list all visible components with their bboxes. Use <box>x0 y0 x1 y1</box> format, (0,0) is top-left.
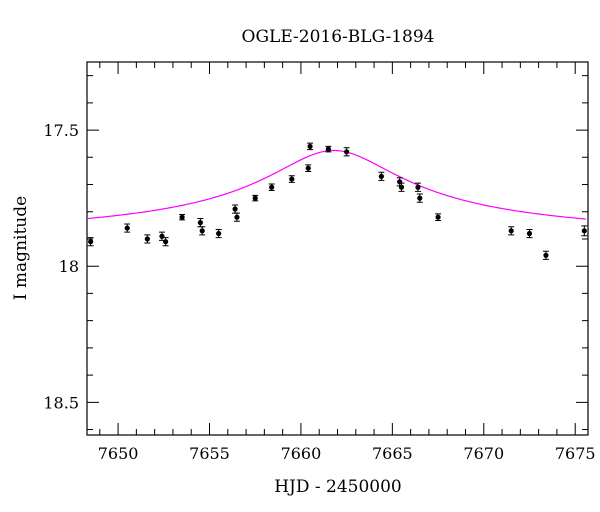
chart-title: OGLE-2016-BLG-1894 <box>242 27 435 47</box>
data-point <box>252 195 258 201</box>
data-point <box>232 206 238 212</box>
data-point <box>199 228 205 234</box>
data-point <box>435 214 441 220</box>
axis-ticks <box>87 62 588 435</box>
tick-labels: 7650 7655 7660 7665 7670 7675 17.5 18 18.5 <box>43 121 595 463</box>
data-point <box>88 239 94 245</box>
plot-frame <box>86 61 589 436</box>
data-point <box>216 230 222 237</box>
data-point <box>508 228 514 234</box>
data-point <box>197 220 203 226</box>
data-points <box>87 142 588 260</box>
data-point <box>417 195 423 201</box>
data-point <box>269 184 275 190</box>
x-tick-label: 7675 <box>555 444 596 463</box>
x-tick-label: 7670 <box>463 444 504 463</box>
y-tick-label: 18 <box>59 257 79 276</box>
data-point <box>179 214 185 220</box>
data-point <box>398 184 405 190</box>
data-point <box>163 239 169 245</box>
y-axis-label: I magnitude <box>11 196 31 300</box>
data-point <box>289 176 295 182</box>
x-tick-label: 7650 <box>98 444 139 463</box>
data-point <box>378 173 384 179</box>
data-point <box>344 149 350 155</box>
x-tick-label: 7665 <box>372 444 413 463</box>
data-point <box>144 236 150 242</box>
data-point <box>543 252 549 258</box>
data-point <box>307 143 313 150</box>
x-tick-label: 7655 <box>189 444 230 463</box>
y-tick-label: 18.5 <box>43 393 79 412</box>
data-point <box>305 165 311 171</box>
data-point <box>124 225 130 231</box>
model-curve <box>86 149 587 220</box>
data-point <box>415 184 421 190</box>
data-point <box>581 228 587 234</box>
y-tick-label: 17.5 <box>43 121 79 140</box>
data-point <box>234 214 240 220</box>
x-axis-label: HJD - 2450000 <box>274 477 402 497</box>
x-tick-label: 7660 <box>281 444 322 463</box>
data-point <box>325 146 331 152</box>
data-point <box>526 230 533 237</box>
